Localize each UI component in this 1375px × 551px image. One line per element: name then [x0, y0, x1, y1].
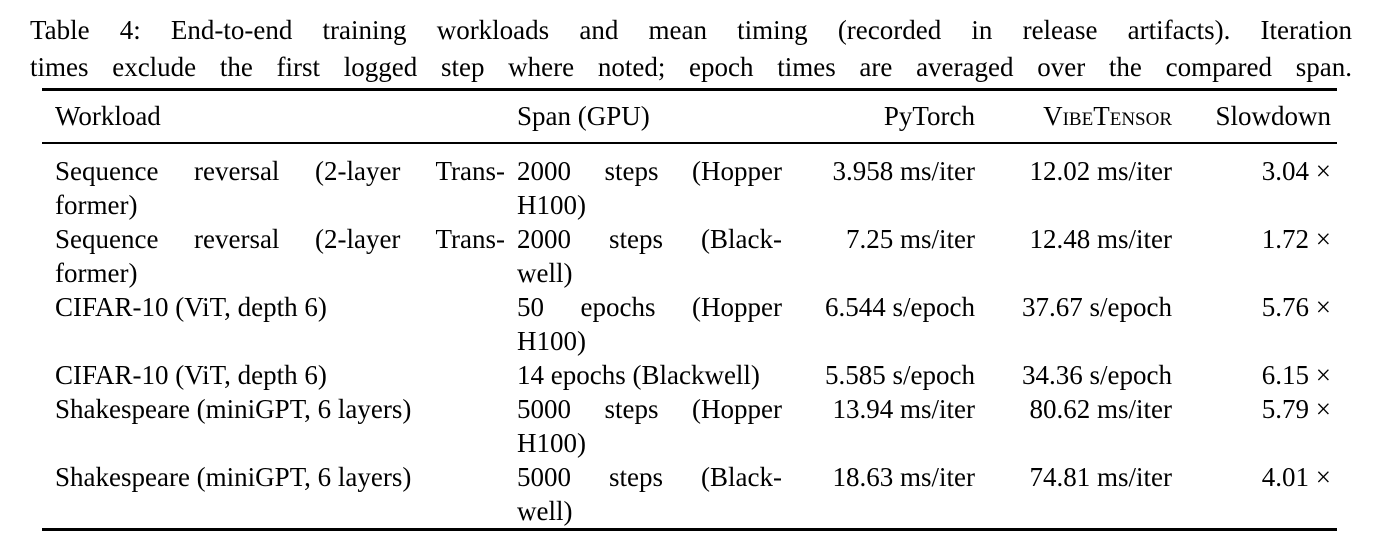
- table-row: Shakespeare (miniGPT, 6 layers) 5000 ste…: [42, 460, 1337, 528]
- table-caption: Table 4: End-to-end training workloads a…: [30, 12, 1352, 86]
- header-workload: Workload: [55, 101, 161, 131]
- slowdown-cell: 3.04 ×: [1261, 156, 1331, 186]
- header-span-gpu: Span (GPU): [517, 101, 650, 131]
- workload-cell: CIFAR-10 (ViT, depth 6): [55, 292, 327, 322]
- span-cell: 5000 steps (Black- well): [517, 462, 782, 526]
- table-row: Shakespeare (miniGPT, 6 layers) 5000 ste…: [42, 392, 1337, 460]
- vibetensor-cell: 34.36 s/epoch: [1022, 360, 1172, 390]
- workload-cell: Shakespeare (miniGPT, 6 layers): [55, 394, 412, 424]
- table-header-row: Workload Span (GPU) PyTorch VibeTensor S…: [42, 91, 1337, 142]
- header-slowdown: Slowdown: [1215, 101, 1331, 131]
- span-cell: 50 epochs (Hopper H100): [517, 292, 782, 356]
- vibetensor-cell: 80.62 ms/iter: [1029, 394, 1173, 424]
- vibetensor-cell: 37.67 s/epoch: [1022, 292, 1172, 322]
- table-body: Sequence reversal (2-layer Trans- former…: [42, 144, 1337, 528]
- span-cell: 2000 steps (Hopper H100): [517, 156, 782, 220]
- pytorch-cell: 13.94 ms/iter: [832, 394, 976, 424]
- results-table: Workload Span (GPU) PyTorch VibeTensor S…: [42, 88, 1337, 531]
- pytorch-cell: 5.585 s/epoch: [825, 360, 975, 390]
- pytorch-cell: 3.958 ms/iter: [832, 156, 976, 186]
- header-vibetensor: VibeTensor: [1043, 101, 1172, 131]
- workload-cell: CIFAR-10 (ViT, depth 6): [55, 360, 327, 390]
- slowdown-cell: 1.72 ×: [1261, 224, 1331, 254]
- vibetensor-cell: 12.02 ms/iter: [1029, 156, 1173, 186]
- span-cell: 14 epochs (Blackwell): [517, 360, 760, 390]
- pytorch-cell: 6.544 s/epoch: [825, 292, 975, 322]
- workload-cell: Sequence reversal (2-layer Trans- former…: [55, 156, 505, 220]
- table-top-rule: [42, 88, 1337, 91]
- vibetensor-cell: 12.48 ms/iter: [1029, 224, 1173, 254]
- table-bottom-rule: [42, 528, 1337, 531]
- slowdown-cell: 6.15 ×: [1261, 360, 1331, 390]
- pytorch-cell: 7.25 ms/iter: [846, 224, 975, 254]
- vibetensor-cell: 74.81 ms/iter: [1029, 462, 1173, 492]
- table-row: CIFAR-10 (ViT, depth 6) 14 epochs (Black…: [42, 358, 1337, 392]
- table-mid-rule: [42, 142, 1337, 144]
- pytorch-cell: 18.63 ms/iter: [832, 462, 976, 492]
- caption-line: Table 4: End-to-end training workloads a…: [30, 15, 1352, 45]
- span-cell: 2000 steps (Black- well): [517, 224, 782, 288]
- workload-cell: Sequence reversal (2-layer Trans- former…: [55, 224, 505, 288]
- caption-line: times exclude the first logged step wher…: [30, 52, 1352, 82]
- table-row: CIFAR-10 (ViT, depth 6) 50 epochs (Hoppe…: [42, 290, 1337, 358]
- workload-cell: Shakespeare (miniGPT, 6 layers): [55, 462, 412, 492]
- slowdown-cell: 5.79 ×: [1261, 394, 1331, 424]
- span-cell: 5000 steps (Hopper H100): [517, 394, 782, 458]
- header-pytorch: PyTorch: [883, 101, 975, 131]
- slowdown-cell: 5.76 ×: [1261, 292, 1331, 322]
- table-row: Sequence reversal (2-layer Trans- former…: [42, 154, 1337, 222]
- table-row: Sequence reversal (2-layer Trans- former…: [42, 222, 1337, 290]
- slowdown-cell: 4.01 ×: [1261, 462, 1331, 492]
